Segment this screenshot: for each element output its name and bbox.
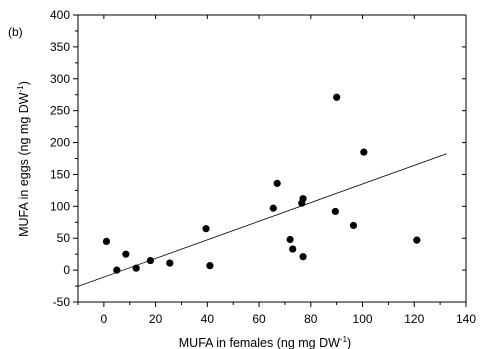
x-axis-title: MUFA in females (ng mg DW-1) — [179, 335, 351, 349]
data-points — [102, 93, 421, 274]
x-tick-label: 100 — [353, 312, 373, 326]
trend-line-group — [77, 153, 447, 287]
x-tick-label: 0 — [101, 312, 108, 326]
data-point — [132, 264, 140, 272]
data-point — [299, 253, 307, 261]
y-tick-label: 0 — [63, 263, 70, 277]
x-axis-ticks: 0 20 40 60 80 100 120 140 — [77, 15, 476, 326]
data-point — [122, 250, 130, 258]
data-point — [269, 204, 277, 212]
panel-label: (b) — [8, 25, 23, 39]
x-tick-label: 40 — [201, 312, 215, 326]
x-tick-label: 120 — [404, 312, 424, 326]
y-tick-label: 200 — [50, 136, 70, 150]
data-point — [102, 237, 111, 246]
x-tick-label: 60 — [252, 312, 266, 326]
x-tick-label: 140 — [456, 312, 476, 326]
data-point — [289, 245, 297, 253]
y-tick-label: 100 — [50, 199, 70, 213]
plot-border — [77, 14, 467, 303]
y-tick-label: -50 — [53, 295, 71, 309]
y-tick-label: 300 — [50, 72, 70, 86]
data-point — [299, 195, 307, 203]
data-point — [273, 179, 281, 187]
data-point — [202, 225, 210, 233]
trend-line — [77, 153, 447, 287]
y-tick-label: 400 — [50, 8, 70, 22]
data-point — [413, 236, 421, 244]
data-point — [349, 221, 358, 230]
data-point — [333, 93, 341, 101]
y-tick-label: 350 — [50, 40, 70, 54]
y-tick-label: 50 — [57, 231, 71, 245]
data-point — [286, 235, 294, 244]
data-point — [166, 259, 174, 267]
x-tick-label: 80 — [304, 312, 318, 326]
y-tick-label: 250 — [50, 104, 70, 118]
data-point — [206, 262, 214, 270]
y-axis-title: MUFA in eggs (ng mg DW-1) — [16, 81, 31, 237]
data-point — [360, 148, 368, 156]
plot-frame — [77, 14, 467, 303]
data-point — [331, 207, 339, 216]
y-tick-label: 150 — [50, 167, 70, 181]
x-tick-label: 20 — [149, 312, 163, 326]
y-axis-ticks: -50 0 50 100 150 200 250 300 350 400 — [50, 8, 466, 309]
data-point — [113, 266, 121, 274]
data-point — [146, 256, 155, 265]
